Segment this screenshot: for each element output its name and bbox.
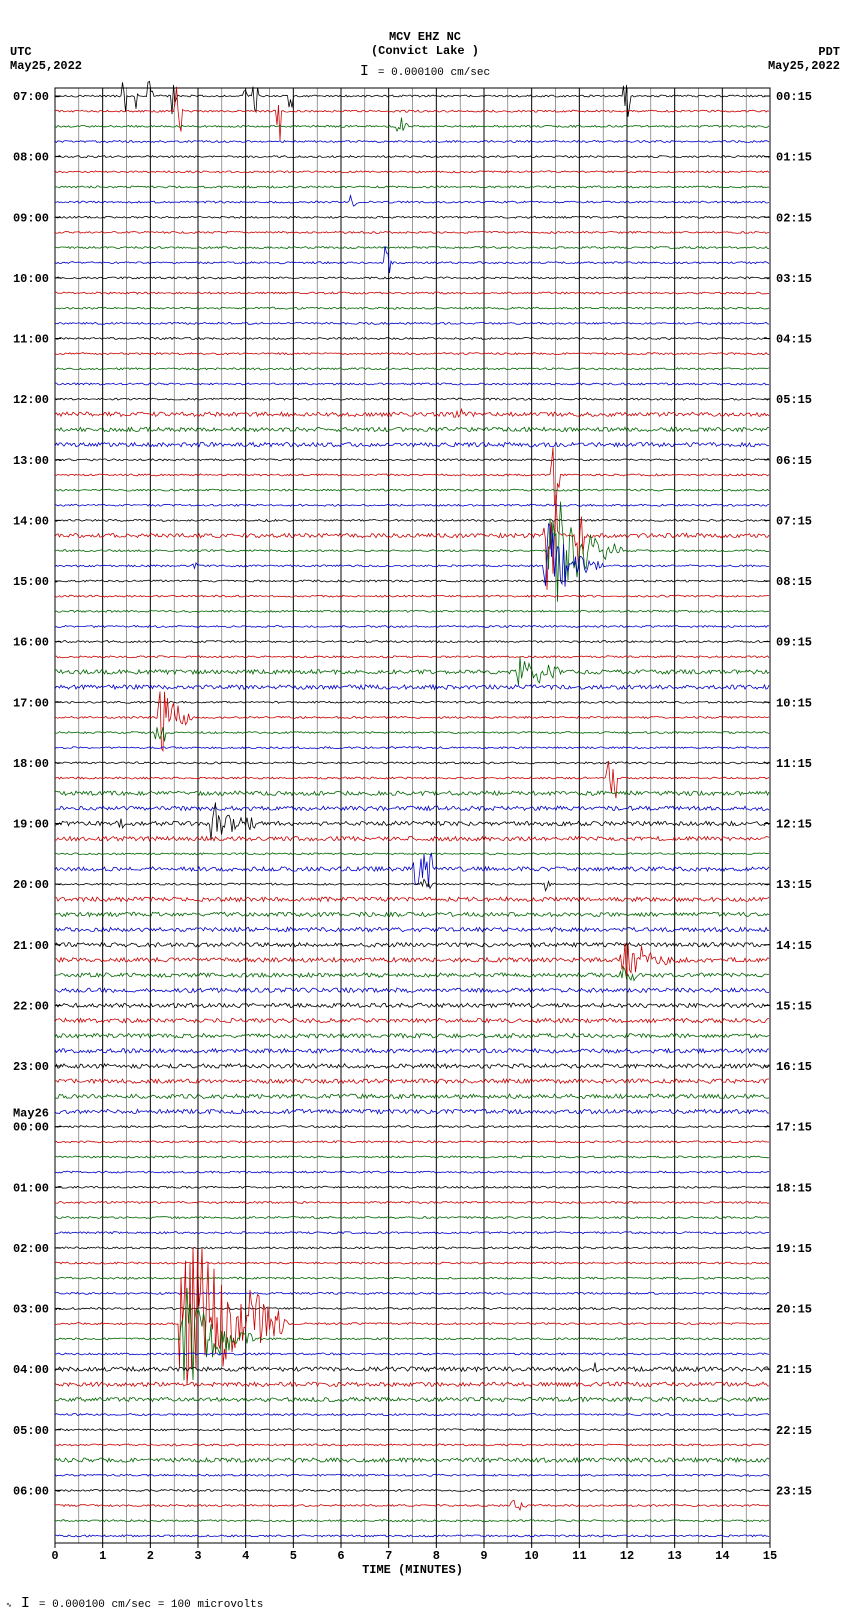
svg-text:19:15: 19:15 [776,1242,812,1256]
svg-text:05:15: 05:15 [776,393,812,407]
seismogram-svg: 0123456789101112131415TIME (MINUTES)07:0… [0,0,850,1613]
svg-text:23:00: 23:00 [13,1060,49,1074]
svg-text:18:00: 18:00 [13,757,49,771]
footer-line: ∿ I = 0.000100 cm/sec = 100 microvolts [6,1595,263,1612]
svg-text:14:00: 14:00 [13,514,49,528]
svg-text:13:00: 13:00 [13,454,49,468]
svg-text:03:00: 03:00 [13,1303,49,1317]
svg-text:12: 12 [620,1549,634,1563]
svg-text:23:15: 23:15 [776,1484,812,1498]
svg-text:8: 8 [433,1549,440,1563]
svg-text:12:15: 12:15 [776,818,812,832]
svg-text:2: 2 [147,1549,154,1563]
svg-text:22:15: 22:15 [776,1424,812,1438]
svg-text:10: 10 [524,1549,538,1563]
svg-text:18:15: 18:15 [776,1181,812,1195]
svg-text:09:15: 09:15 [776,636,812,650]
svg-text:9: 9 [480,1549,487,1563]
svg-text:07:15: 07:15 [776,514,812,528]
svg-text:08:15: 08:15 [776,575,812,589]
svg-text:7: 7 [385,1549,392,1563]
svg-text:08:00: 08:00 [13,151,49,165]
svg-text:1: 1 [99,1549,106,1563]
svg-text:14:15: 14:15 [776,939,812,953]
svg-text:09:00: 09:00 [13,211,49,225]
svg-text:20:15: 20:15 [776,1303,812,1317]
svg-text:10:00: 10:00 [13,272,49,286]
svg-text:15:00: 15:00 [13,575,49,589]
svg-text:01:15: 01:15 [776,151,812,165]
svg-text:May26: May26 [13,1107,49,1121]
svg-text:00:00: 00:00 [13,1121,49,1135]
svg-text:02:00: 02:00 [13,1242,49,1256]
svg-text:00:15: 00:15 [776,90,812,104]
svg-text:04:00: 04:00 [13,1363,49,1377]
svg-text:06:00: 06:00 [13,1484,49,1498]
svg-text:02:15: 02:15 [776,211,812,225]
svg-text:03:15: 03:15 [776,272,812,286]
svg-text:01:00: 01:00 [13,1181,49,1195]
svg-text:4: 4 [242,1549,249,1563]
svg-text:3: 3 [194,1549,201,1563]
svg-text:07:00: 07:00 [13,90,49,104]
svg-text:0: 0 [51,1549,58,1563]
svg-text:15:15: 15:15 [776,999,812,1013]
svg-text:22:00: 22:00 [13,999,49,1013]
footer-text: = 0.000100 cm/sec = 100 microvolts [39,1599,263,1611]
svg-text:5: 5 [290,1549,297,1563]
svg-text:21:00: 21:00 [13,939,49,953]
svg-text:12:00: 12:00 [13,393,49,407]
seismogram-container: MCV EHZ NC (Convict Lake ) I = 0.000100 … [0,0,850,1613]
svg-text:14: 14 [715,1549,729,1563]
svg-text:11:00: 11:00 [13,333,49,347]
svg-text:10:15: 10:15 [776,696,812,710]
svg-text:19:00: 19:00 [13,818,49,832]
svg-text:17:15: 17:15 [776,1121,812,1135]
svg-text:15: 15 [763,1549,777,1563]
svg-text:06:15: 06:15 [776,454,812,468]
svg-text:13: 13 [667,1549,681,1563]
svg-text:TIME (MINUTES): TIME (MINUTES) [362,1563,463,1577]
svg-text:6: 6 [337,1549,344,1563]
svg-text:17:00: 17:00 [13,696,49,710]
svg-text:16:15: 16:15 [776,1060,812,1074]
svg-text:04:15: 04:15 [776,333,812,347]
svg-text:11: 11 [572,1549,586,1563]
svg-text:13:15: 13:15 [776,878,812,892]
svg-text:16:00: 16:00 [13,636,49,650]
svg-text:20:00: 20:00 [13,878,49,892]
svg-text:05:00: 05:00 [13,1424,49,1438]
svg-text:21:15: 21:15 [776,1363,812,1377]
svg-text:11:15: 11:15 [776,757,812,771]
